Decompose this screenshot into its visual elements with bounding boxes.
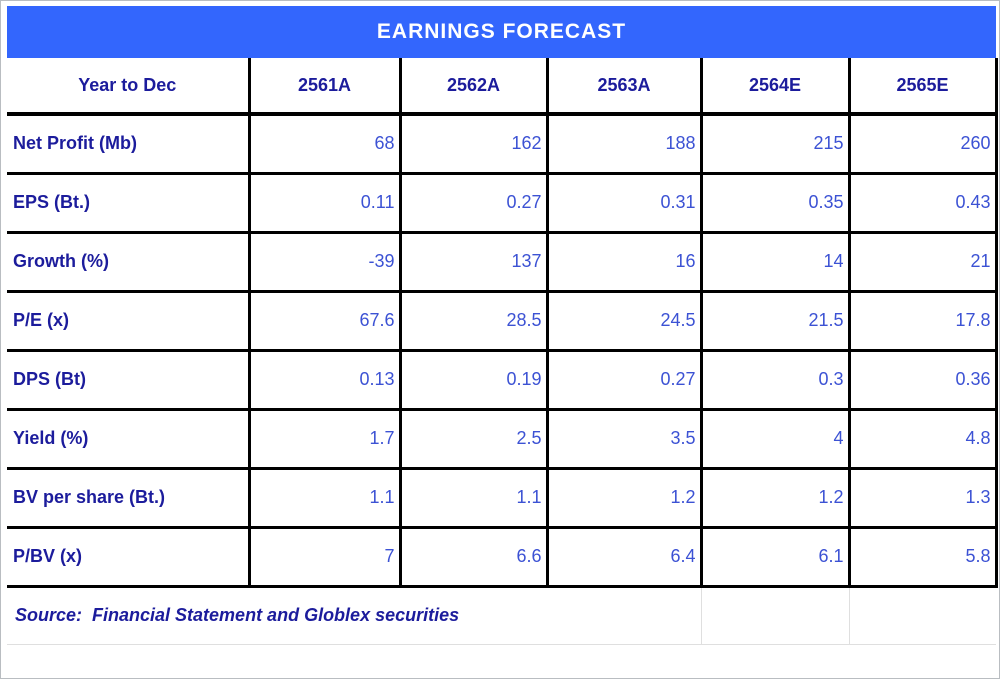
column-header-2562a: 2562A (398, 58, 549, 116)
cell-value: 4.8 (847, 407, 998, 470)
cell-value: 1.1 (247, 466, 402, 529)
cell-value: 6.1 (699, 525, 851, 588)
row-label: EPS (Bt.) (7, 171, 251, 234)
cell-value: 0.19 (398, 348, 549, 411)
cell-value: 4 (699, 407, 851, 470)
table-row: Yield (%) 1.7 2.5 3.5 4 4.8 (7, 407, 998, 470)
cell-value: 1.7 (247, 407, 402, 470)
cell-value: 0.13 (247, 348, 402, 411)
cell-value: 1.2 (545, 466, 703, 529)
cell-value: 0.31 (545, 171, 703, 234)
table-title-bar: EARNINGS FORECAST (7, 6, 996, 58)
row-label: P/BV (x) (7, 525, 251, 588)
cell-value: 0.27 (545, 348, 703, 411)
cell-value: 67.6 (247, 289, 402, 352)
cell-value: 28.5 (398, 289, 549, 352)
cell-value: 6.4 (545, 525, 703, 588)
row-label: Net Profit (Mb) (7, 112, 251, 175)
cell-value: 260 (847, 112, 998, 175)
cell-value: 17.8 (847, 289, 998, 352)
table-row: P/BV (x) 7 6.6 6.4 6.1 5.8 (7, 525, 998, 588)
cell-value: 0.11 (247, 171, 402, 234)
cell-value: 5.8 (847, 525, 998, 588)
cell-value: 162 (398, 112, 549, 175)
cell-value: 215 (699, 112, 851, 175)
column-header-2565e: 2565E (847, 58, 998, 116)
cell-value: 0.35 (699, 171, 851, 234)
cell-value: 0.36 (847, 348, 998, 411)
row-label: Yield (%) (7, 407, 251, 470)
cell-value: 14 (699, 230, 851, 293)
cell-value: 68 (247, 112, 402, 175)
cell-value: 7 (247, 525, 402, 588)
table-header-row: Year to Dec 2561A 2562A 2563A 2564E 2565E (7, 58, 998, 116)
cell-value: 3.5 (545, 407, 703, 470)
cell-value: 1.2 (699, 466, 851, 529)
cell-value: 1.1 (398, 466, 549, 529)
source-row-empty-cell (700, 586, 849, 645)
cell-value: 2.5 (398, 407, 549, 470)
cell-value: 16 (545, 230, 703, 293)
source-row: Source: Financial Statement and Globlex … (7, 586, 996, 645)
cell-value: 188 (545, 112, 703, 175)
column-header-2561a: 2561A (247, 58, 402, 116)
column-header-2564e: 2564E (699, 58, 851, 116)
cell-value: 24.5 (545, 289, 703, 352)
table-title: EARNINGS FORECAST (376, 20, 627, 43)
table-row: P/E (x) 67.6 28.5 24.5 21.5 17.8 (7, 289, 998, 352)
cell-value: 21 (847, 230, 998, 293)
row-label: DPS (Bt) (7, 348, 251, 411)
source-row-empty-cell (848, 586, 996, 645)
row-label: P/E (x) (7, 289, 251, 352)
cell-value: 1.3 (847, 466, 998, 529)
cell-value: 6.6 (398, 525, 549, 588)
cell-value: 137 (398, 230, 549, 293)
table-row: EPS (Bt.) 0.11 0.27 0.31 0.35 0.43 (7, 171, 998, 234)
cell-value: 0.3 (699, 348, 851, 411)
table-row: Net Profit (Mb) 68 162 188 215 260 (7, 112, 998, 175)
table-row: BV per share (Bt.) 1.1 1.1 1.2 1.2 1.3 (7, 466, 998, 529)
cell-value: -39 (247, 230, 402, 293)
column-header-year-to-dec: Year to Dec (7, 58, 251, 116)
cell-value: 21.5 (699, 289, 851, 352)
cell-value: 0.27 (398, 171, 549, 234)
table-row: Growth (%) -39 137 16 14 21 (7, 230, 998, 293)
cell-value: 0.43 (847, 171, 998, 234)
column-header-2563a: 2563A (545, 58, 703, 116)
row-label: Growth (%) (7, 230, 251, 293)
source-note: Source: Financial Statement and Globlex … (7, 586, 701, 645)
earnings-forecast-table: Year to Dec 2561A 2562A 2563A 2564E 2565E Net… (7, 58, 998, 645)
row-label: BV per share (Bt.) (7, 466, 251, 529)
table-row: DPS (Bt) 0.13 0.19 0.27 0.3 0.36 (7, 348, 998, 411)
